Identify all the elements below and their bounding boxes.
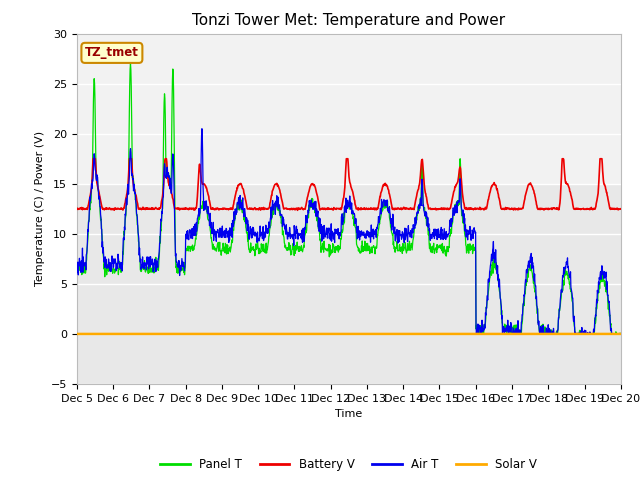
Solar V (255, 331, 262, 337)
X-axis label: Time: Time (335, 409, 362, 419)
Air T (617, 331, 625, 337)
Solar V (180, 331, 188, 337)
Battery V (294, 207, 301, 213)
Battery V (181, 206, 189, 212)
Battery V (90, 156, 97, 162)
Panel T (474, 331, 482, 337)
Solar V (504, 331, 512, 337)
Panel T (195, 218, 202, 224)
Air T (180, 268, 188, 274)
Text: TZ_tmet: TZ_tmet (85, 47, 139, 60)
Battery V (617, 206, 625, 212)
Panel T (255, 251, 263, 256)
Air T (505, 331, 513, 337)
Line: Panel T: Panel T (77, 64, 621, 334)
Title: Tonzi Tower Met: Temperature and Power: Tonzi Tower Met: Temperature and Power (192, 13, 506, 28)
Battery V (195, 180, 202, 186)
Panel T (617, 331, 625, 337)
Battery V (434, 207, 442, 213)
Battery V (553, 206, 561, 212)
Line: Air T: Air T (77, 129, 621, 334)
Battery V (255, 206, 263, 212)
Legend: Panel T, Battery V, Air T, Solar V: Panel T, Battery V, Air T, Solar V (156, 454, 542, 476)
Line: Battery V: Battery V (77, 159, 621, 210)
Solar V (433, 331, 441, 337)
Battery V (73, 205, 81, 211)
Solar V (73, 331, 81, 337)
Air T (511, 331, 519, 337)
Panel T (434, 246, 442, 252)
Battery V (505, 205, 513, 211)
Panel T (553, 329, 561, 335)
Panel T (181, 266, 189, 272)
Air T (198, 126, 206, 132)
Air T (255, 238, 263, 244)
Solar V (194, 331, 202, 337)
Solar V (617, 331, 625, 337)
Air T (553, 331, 561, 337)
Bar (77, 34, 621, 184)
Air T (434, 235, 442, 240)
Solar V (552, 331, 560, 337)
Air T (194, 215, 202, 221)
Panel T (73, 264, 81, 270)
Panel T (127, 61, 134, 67)
Panel T (505, 325, 513, 331)
Air T (73, 270, 81, 276)
Y-axis label: Temperature (C) / Power (V): Temperature (C) / Power (V) (35, 131, 45, 287)
